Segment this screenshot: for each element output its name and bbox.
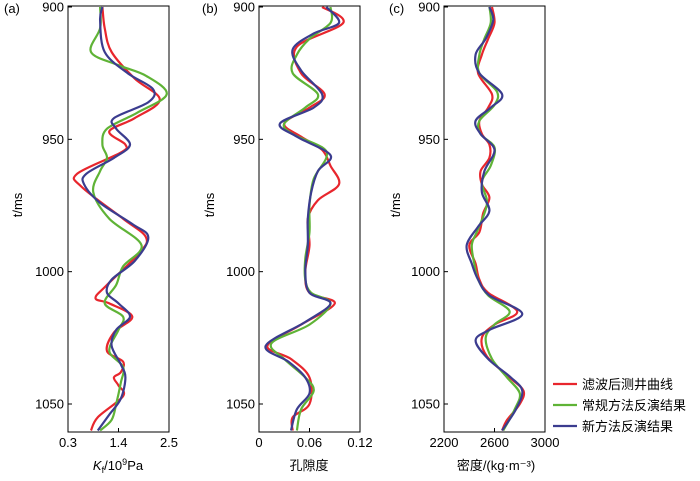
panel-a-series-conventional	[89, 6, 168, 432]
panel-b-xlabel: 孔隙度	[289, 458, 328, 473]
panel-c-xlabel: 密度/(kg·m⁻³)	[457, 458, 535, 473]
panel-b-ytick-label: 950	[233, 132, 255, 147]
panel-b-series-new-method	[264, 6, 341, 431]
panel-b-xtick-label: 0.06	[297, 435, 322, 450]
panel-a-ylabel: t/ms	[10, 192, 25, 217]
legend-label-filtered-log: 滤波后测井曲线	[582, 377, 673, 392]
panel-a-ytick-label: 900	[42, 0, 64, 15]
panel-b: (b) t/ms 孔隙度 900 950 1000 1050 0 0.06 0.12	[202, 0, 373, 473]
panel-b-ylabel: t/ms	[202, 192, 217, 217]
panel-c-ytick-label: 1050	[411, 397, 440, 412]
panel-c-xtick-label: 2600	[480, 435, 509, 450]
panel-b-label: (b)	[202, 1, 218, 16]
panel-a-series-filtered-log	[72, 6, 161, 431]
panel-c-label: (c)	[389, 1, 404, 16]
panel-a-xlabel: Kf/109Pa	[93, 457, 144, 475]
panel-c-ylabel: t/ms	[388, 192, 403, 217]
panel-a-xtick-label: 1.4	[109, 435, 127, 450]
panel-a: (a) t/ms Kf/109Pa 900 950 1000 1050 0.3 1.4 2.…	[4, 0, 178, 475]
panel-c-ytick-label: 900	[418, 0, 440, 15]
legend-label-conventional: 常规方法反演结果	[582, 398, 686, 413]
panel-b-ytick-label: 900	[233, 0, 255, 15]
panel-a-label: (a)	[4, 1, 20, 16]
panel-c: (c) t/ms 密度/(kg·m⁻³) 900 950 1000 1050 2200 2…	[388, 0, 559, 473]
panel-a-series-new-method	[81, 6, 156, 432]
panel-b-xtick-label: 0	[255, 435, 262, 450]
panel-c-series-new-method	[465, 6, 524, 432]
panel-c-ytick-label: 1000	[411, 264, 440, 279]
panel-c-xtick-label: 2200	[430, 435, 459, 450]
legend: 滤波后测井曲线 常规方法反演结果 新方法反演结果	[553, 377, 686, 434]
panel-c-ytick-label: 950	[418, 132, 440, 147]
panel-a-ytick-label: 1050	[35, 397, 64, 412]
panel-a-xtick-label: 0.3	[59, 435, 77, 450]
panel-a-ytick-label: 950	[42, 132, 64, 147]
panel-b-xtick-label: 0.12	[347, 435, 372, 450]
panel-b-ytick-label: 1000	[226, 264, 255, 279]
panel-c-xtick-label: 3000	[531, 435, 560, 450]
panel-a-xtick-label: 2.5	[160, 435, 178, 450]
legend-label-new-method: 新方法反演结果	[582, 419, 673, 434]
panel-c-frame	[443, 5, 546, 433]
panel-a-frame	[67, 5, 170, 433]
panel-b-series-filtered-log	[266, 6, 345, 431]
panel-a-ytick-label: 1000	[35, 264, 64, 279]
panel-b-ytick-label: 1050	[226, 397, 255, 412]
